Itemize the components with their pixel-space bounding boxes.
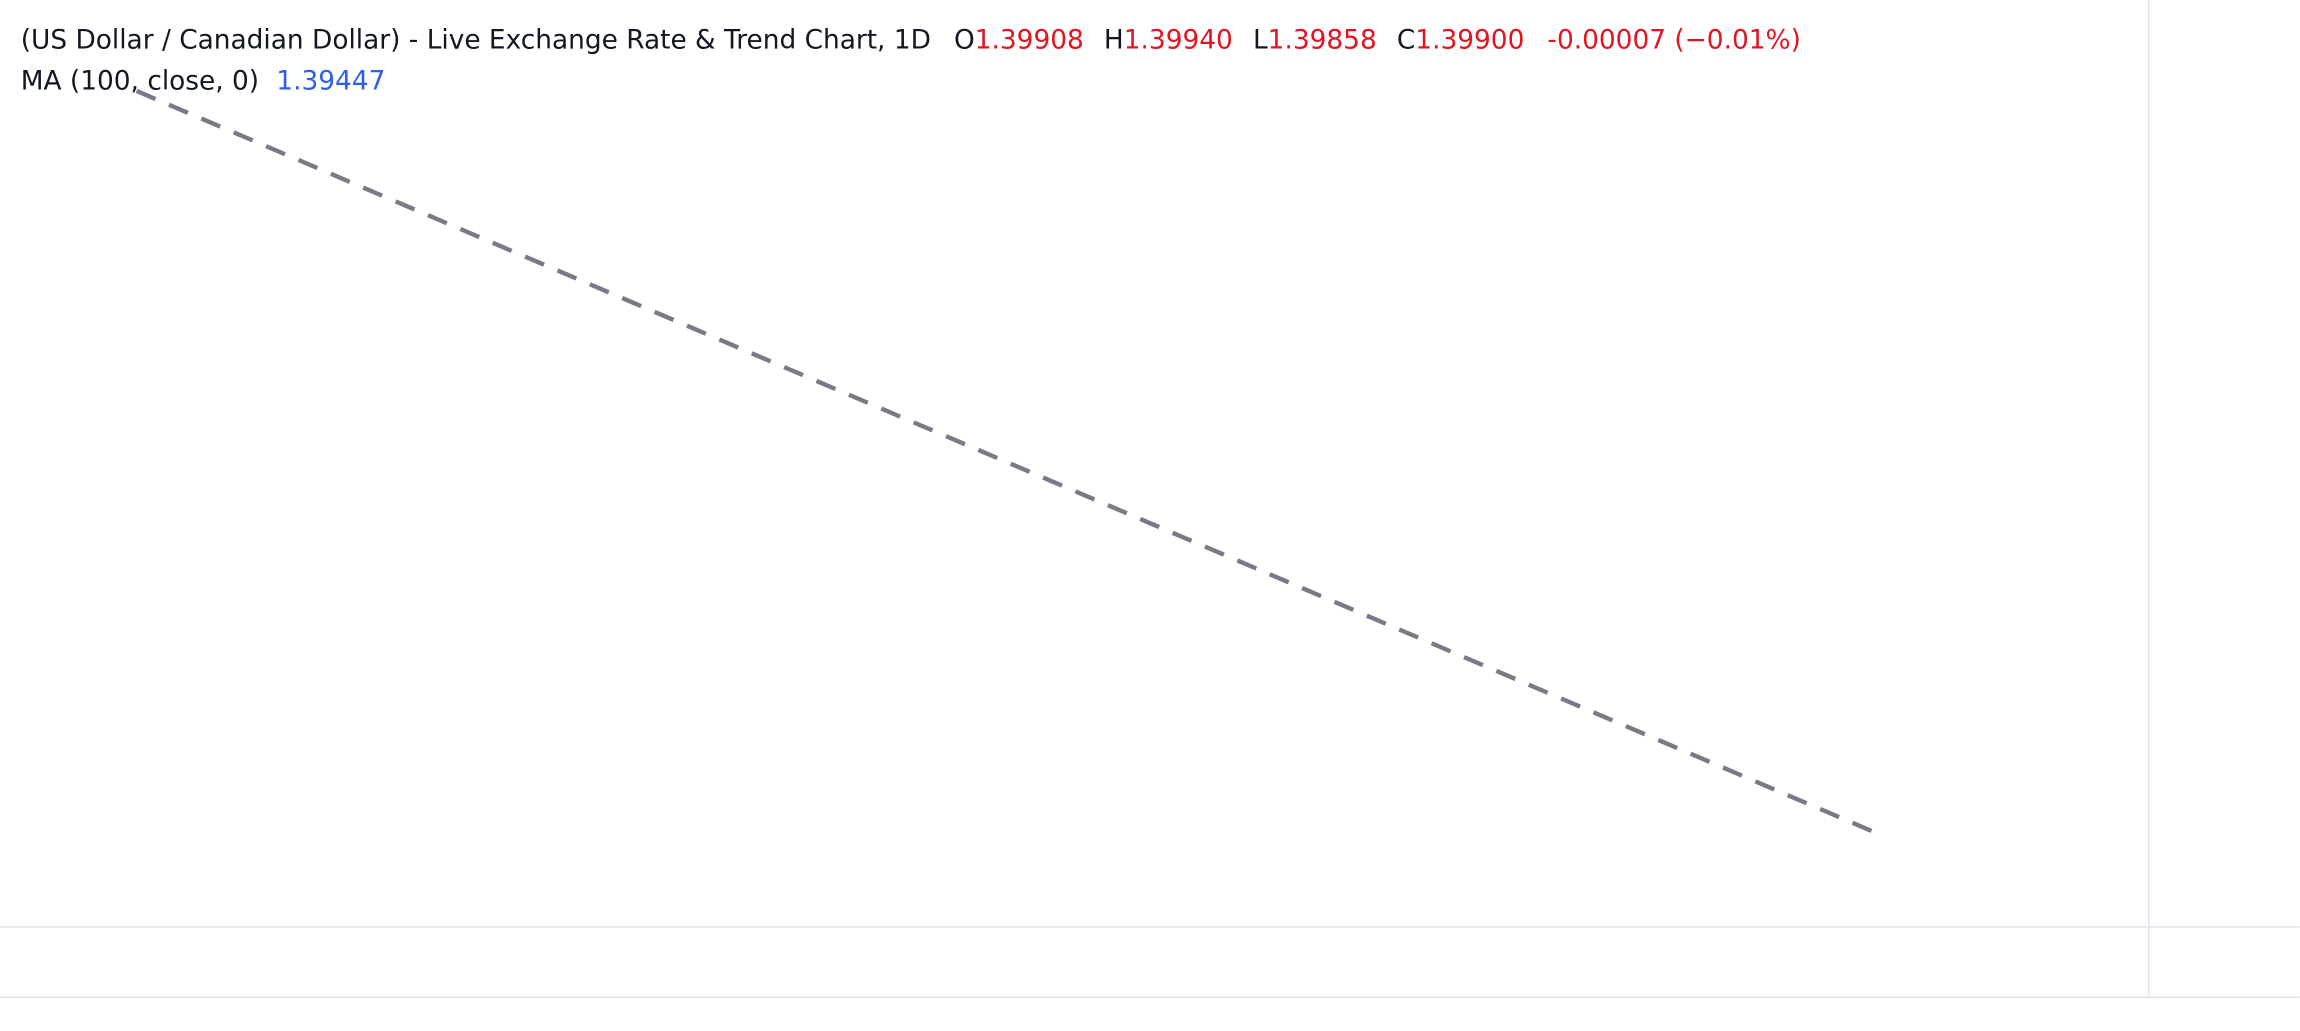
- ohlc-value: 1.39858: [1268, 25, 1377, 55]
- ma-legend: MA (100, close, 0) 1.39447: [21, 66, 386, 96]
- ma-name: MA (100, close, 0): [21, 66, 259, 96]
- ma-value: 1.39447: [276, 66, 385, 96]
- ohlc-prefix: L: [1253, 25, 1268, 55]
- ohlc-value: 1.39908: [975, 25, 1084, 55]
- header: (US Dollar / Canadian Dollar) - Live Exc…: [21, 25, 1801, 55]
- ohlc-prefix: H: [1104, 25, 1124, 55]
- ohlc-prefix: O: [954, 25, 975, 55]
- ohlc-value: 1.39940: [1124, 25, 1233, 55]
- ohlc-value: 1.39900: [1415, 25, 1524, 55]
- change: -0.00007 (−0.01%): [1547, 25, 1800, 55]
- title: (US Dollar / Canadian Dollar) - Live Exc…: [21, 25, 931, 55]
- ohlc-prefix: C: [1397, 25, 1415, 55]
